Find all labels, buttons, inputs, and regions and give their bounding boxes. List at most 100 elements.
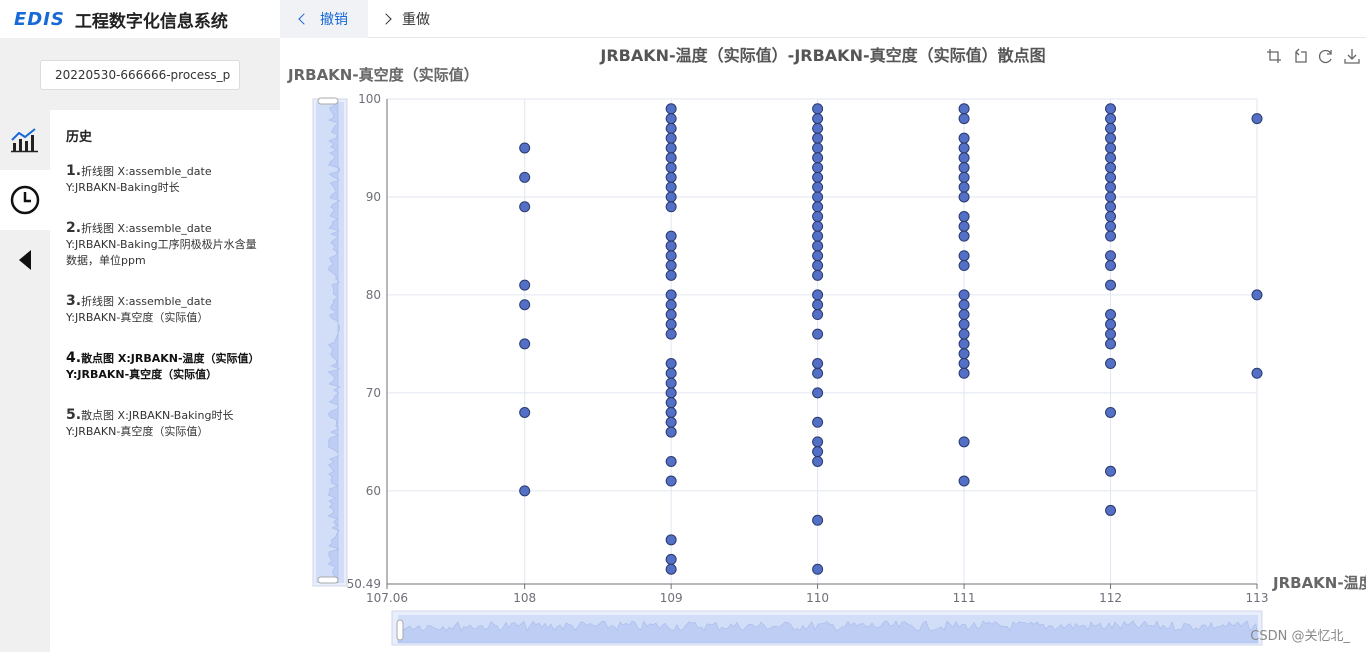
data-point[interactable]: [665, 103, 677, 115]
y-slider-range[interactable]: [316, 102, 344, 583]
history-item-3[interactable]: 3.折线图 X:assemble_date Y:JRBAKN-真空度（实际值）: [66, 293, 266, 326]
data-point[interactable]: [958, 132, 970, 144]
refresh-button[interactable]: [1316, 46, 1336, 66]
data-point[interactable]: [519, 406, 531, 418]
data-point[interactable]: [812, 122, 824, 134]
data-point[interactable]: [812, 309, 824, 321]
data-point[interactable]: [519, 299, 531, 311]
data-point[interactable]: [1105, 279, 1117, 291]
data-point[interactable]: [665, 563, 677, 575]
data-point[interactable]: [665, 171, 677, 183]
data-point[interactable]: [1105, 211, 1117, 223]
data-point[interactable]: [958, 289, 970, 301]
x-zoom-slider[interactable]: [391, 610, 1263, 646]
data-point[interactable]: [665, 191, 677, 203]
data-point[interactable]: [812, 367, 824, 379]
data-point[interactable]: [958, 211, 970, 223]
data-point[interactable]: [665, 113, 677, 125]
data-point[interactable]: [1105, 220, 1117, 232]
data-point[interactable]: [812, 181, 824, 193]
data-point[interactable]: [665, 328, 677, 340]
data-point[interactable]: [812, 230, 824, 242]
data-point[interactable]: [1105, 191, 1117, 203]
data-points[interactable]: [519, 103, 1263, 575]
data-point[interactable]: [1251, 289, 1263, 301]
data-point[interactable]: [812, 260, 824, 272]
data-point[interactable]: [958, 357, 970, 369]
data-point[interactable]: [665, 299, 677, 311]
data-point[interactable]: [1105, 113, 1117, 125]
data-point[interactable]: [1105, 465, 1117, 477]
data-point[interactable]: [958, 299, 970, 311]
data-point[interactable]: [665, 122, 677, 134]
data-point[interactable]: [665, 201, 677, 213]
data-point[interactable]: [665, 230, 677, 242]
data-point[interactable]: [958, 171, 970, 183]
data-point[interactable]: [958, 181, 970, 193]
data-point[interactable]: [665, 269, 677, 281]
data-point[interactable]: [665, 416, 677, 428]
data-point[interactable]: [958, 309, 970, 321]
data-point[interactable]: [812, 269, 824, 281]
redo-button[interactable]: 重做: [380, 0, 430, 38]
rail-history-button[interactable]: [0, 170, 50, 230]
data-point[interactable]: [812, 416, 824, 428]
data-point[interactable]: [1105, 152, 1117, 164]
data-point[interactable]: [1105, 171, 1117, 183]
undo-button[interactable]: 撤销: [280, 0, 368, 38]
data-point[interactable]: [1105, 201, 1117, 213]
zoom-reset-button[interactable]: [1290, 46, 1310, 66]
data-point[interactable]: [812, 142, 824, 154]
data-point[interactable]: [812, 387, 824, 399]
data-point[interactable]: [958, 260, 970, 272]
data-point[interactable]: [958, 475, 970, 487]
y-slider-handle-top[interactable]: [317, 97, 339, 105]
data-point[interactable]: [812, 289, 824, 301]
history-item-4[interactable]: 4.散点图 X:JRBAKN-温度（实际值） Y:JRBAKN-真空度（实际值）: [66, 350, 266, 383]
data-point[interactable]: [812, 328, 824, 340]
data-point[interactable]: [1105, 309, 1117, 321]
data-point[interactable]: [1105, 357, 1117, 369]
data-point[interactable]: [1105, 122, 1117, 134]
data-point[interactable]: [812, 162, 824, 174]
data-point[interactable]: [1105, 103, 1117, 115]
data-point[interactable]: [665, 357, 677, 369]
data-point[interactable]: [665, 387, 677, 399]
data-point[interactable]: [812, 220, 824, 232]
data-point[interactable]: [665, 260, 677, 272]
data-point[interactable]: [812, 514, 824, 526]
data-point[interactable]: [519, 279, 531, 291]
data-point[interactable]: [958, 436, 970, 448]
data-point[interactable]: [1105, 328, 1117, 340]
data-point[interactable]: [812, 455, 824, 467]
data-point[interactable]: [665, 553, 677, 565]
rail-collapse-button[interactable]: [0, 230, 50, 290]
data-point[interactable]: [1105, 260, 1117, 272]
data-point[interactable]: [812, 132, 824, 144]
rail-chart-button[interactable]: [0, 110, 50, 170]
data-point[interactable]: [665, 397, 677, 409]
data-point[interactable]: [665, 142, 677, 154]
data-point[interactable]: [812, 171, 824, 183]
data-point[interactable]: [812, 446, 824, 458]
data-point[interactable]: [665, 250, 677, 262]
data-point[interactable]: [1251, 113, 1263, 125]
data-point[interactable]: [665, 455, 677, 467]
data-point[interactable]: [519, 171, 531, 183]
data-point[interactable]: [1105, 181, 1117, 193]
data-point[interactable]: [812, 191, 824, 203]
data-point[interactable]: [958, 318, 970, 330]
data-point[interactable]: [1251, 367, 1263, 379]
data-point[interactable]: [1105, 162, 1117, 174]
data-point[interactable]: [958, 113, 970, 125]
data-point[interactable]: [1105, 230, 1117, 242]
data-point[interactable]: [812, 436, 824, 448]
data-point[interactable]: [958, 152, 970, 164]
data-point[interactable]: [958, 328, 970, 340]
data-point[interactable]: [519, 142, 531, 154]
download-button[interactable]: [1342, 46, 1362, 66]
data-point[interactable]: [1105, 338, 1117, 350]
data-point[interactable]: [958, 220, 970, 232]
data-point[interactable]: [812, 152, 824, 164]
data-point[interactable]: [665, 534, 677, 546]
